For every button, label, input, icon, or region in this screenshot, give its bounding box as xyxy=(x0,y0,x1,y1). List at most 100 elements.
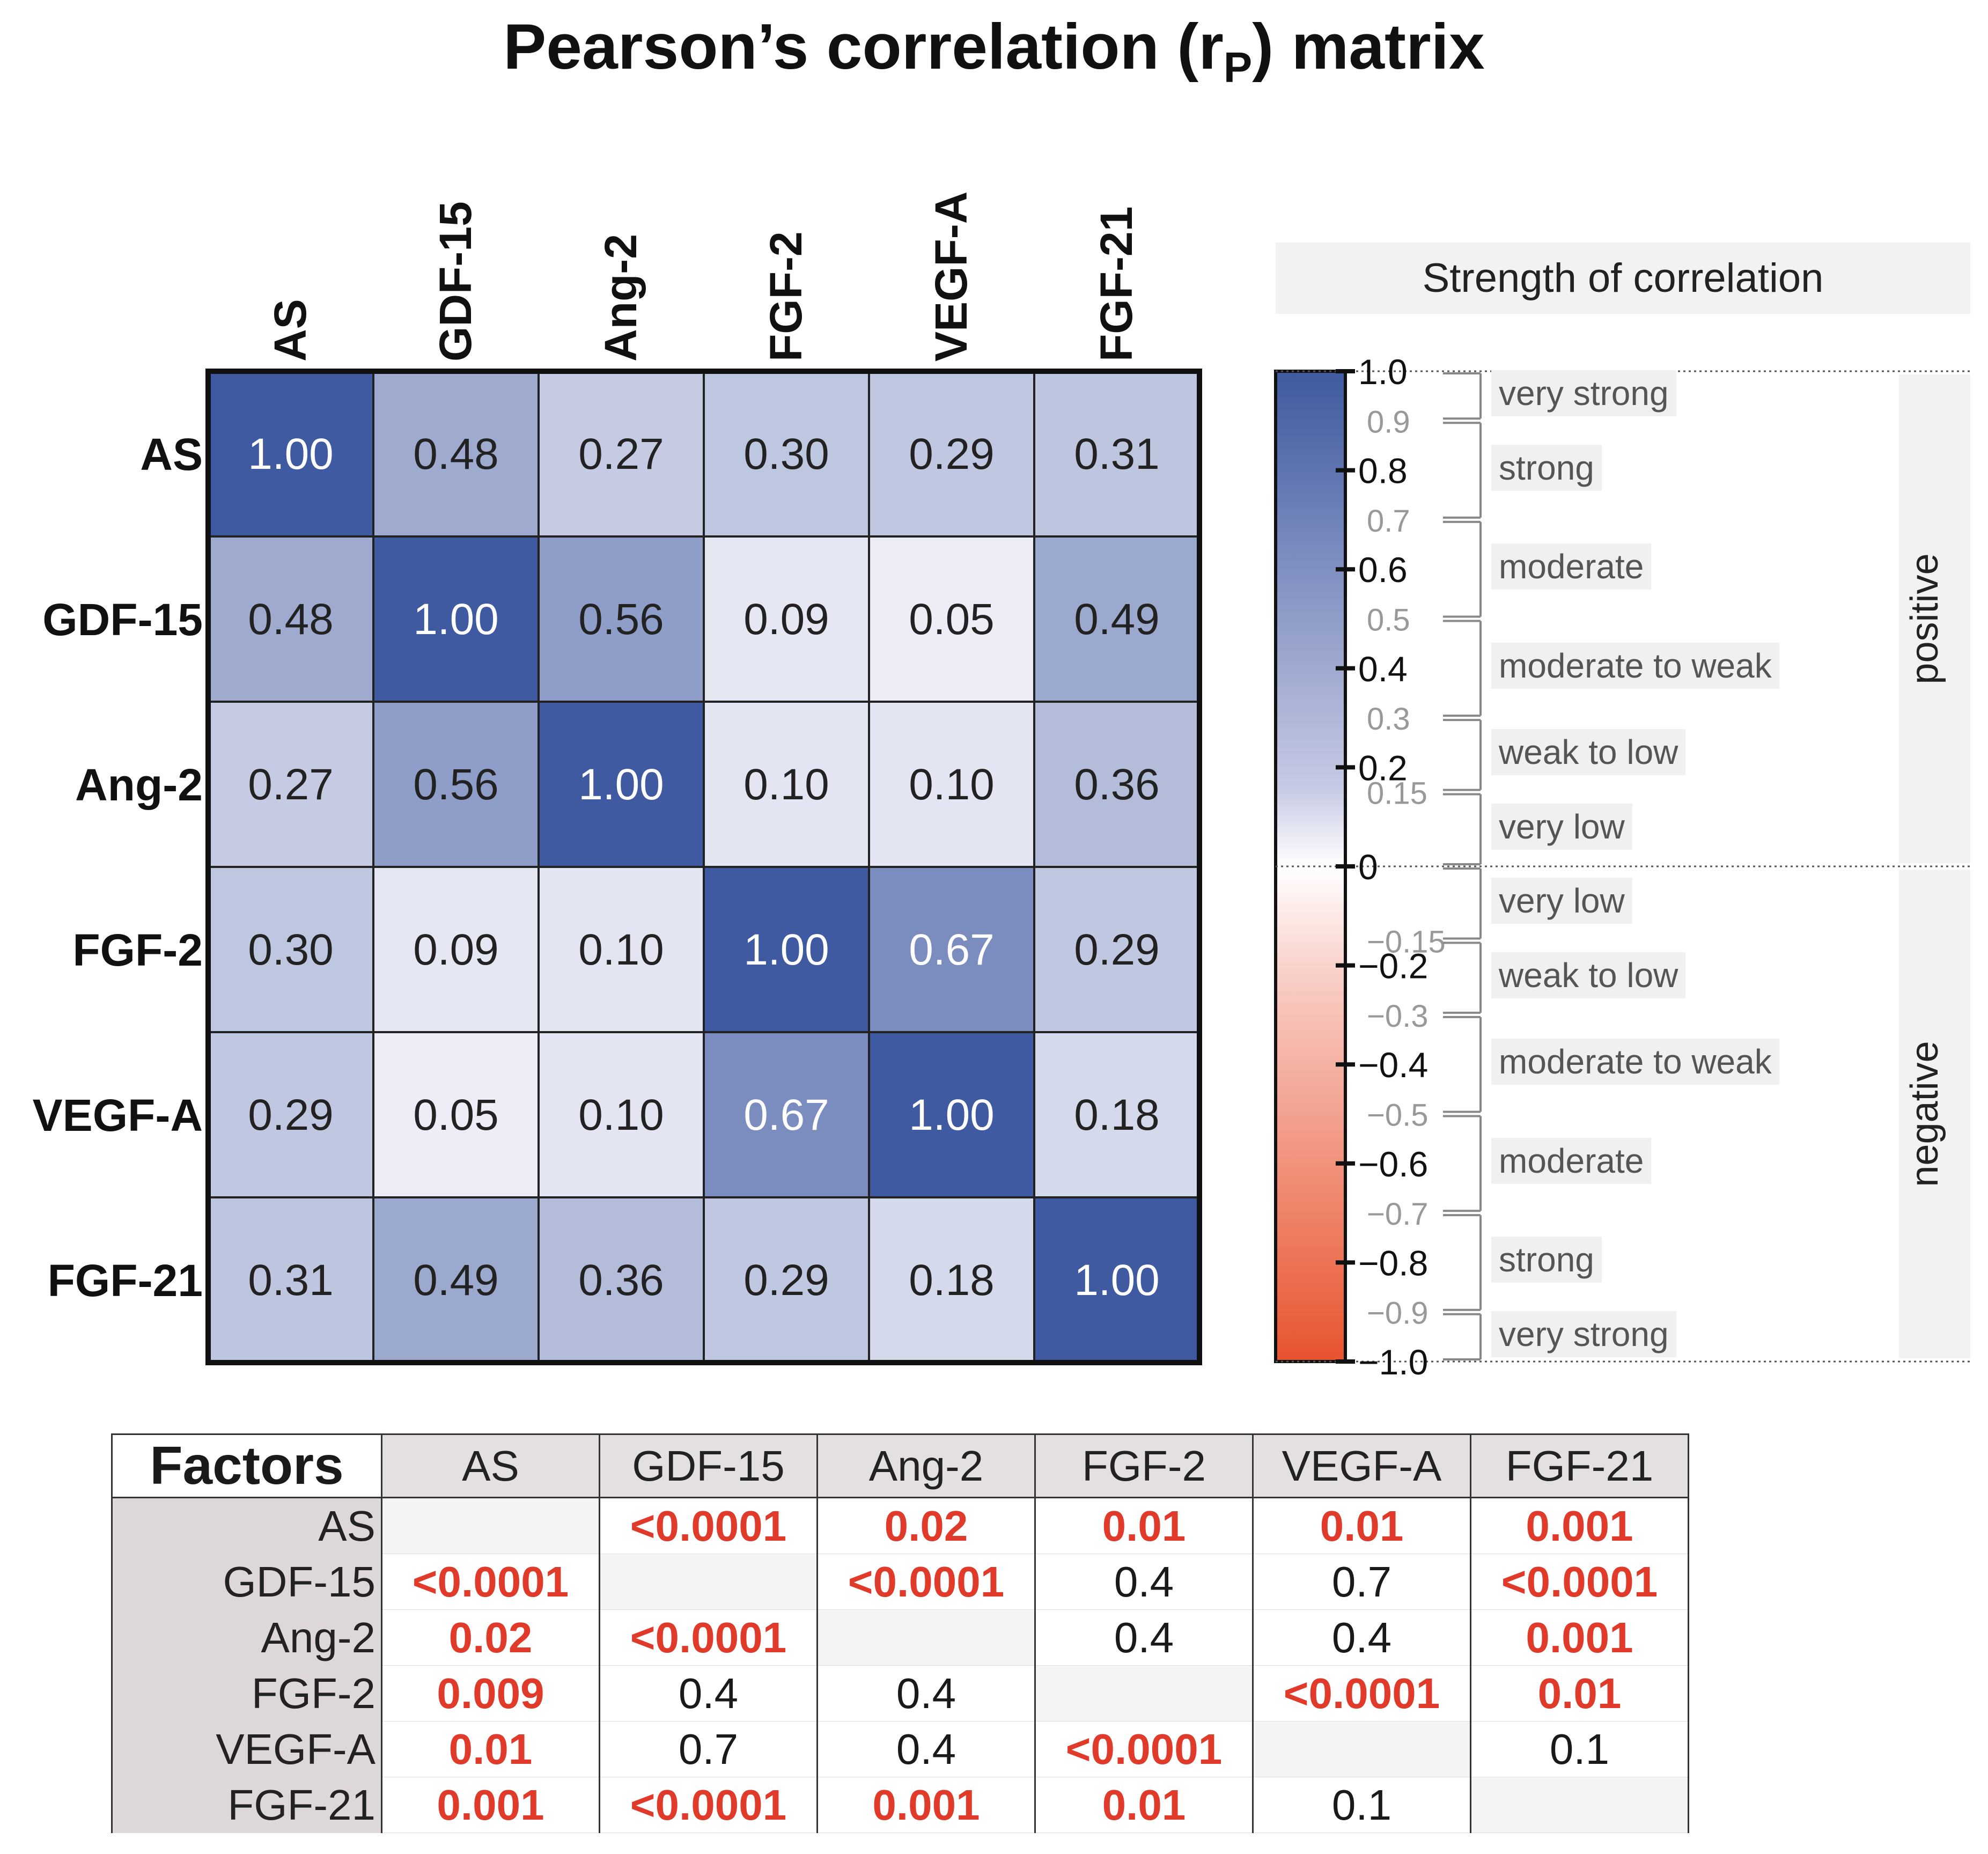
table-row: FGF-2 0.009 0.4 0.4 <0.0001 0.01 xyxy=(111,1665,1689,1721)
legend-major-label: 0 xyxy=(1358,847,1378,887)
heatmap-cell-value: 0.48 xyxy=(248,595,334,644)
table-row-header: FGF-2 xyxy=(111,1665,382,1721)
table-cell xyxy=(1034,1665,1254,1721)
heatmap-cell xyxy=(868,701,1035,868)
legend-major-label: 1.0 xyxy=(1358,352,1408,392)
heatmap-cell-value: 0.67 xyxy=(743,1091,829,1139)
table-cell: 0.01 xyxy=(1470,1665,1689,1721)
heatmap-cell-value: 0.27 xyxy=(578,430,664,479)
legend-minor-label: −0.7 xyxy=(1367,1197,1429,1232)
heatmap-cell xyxy=(868,1196,1035,1364)
table-column-header: GDF-15 xyxy=(599,1433,818,1498)
legend-category-negative: strong xyxy=(1491,1237,1602,1283)
legend-minor-label: 0.3 xyxy=(1367,702,1410,737)
legend-category-positive: very low xyxy=(1491,803,1632,850)
heatmap-cell xyxy=(538,1196,705,1364)
table-cell: 0.4 xyxy=(1034,1609,1254,1666)
legend-minor-label: 0.15 xyxy=(1367,776,1427,811)
heatmap-cell-value: 0.09 xyxy=(743,595,829,644)
legend-category-negative: very strong xyxy=(1491,1311,1676,1357)
legend-major-label: −1.0 xyxy=(1358,1342,1428,1382)
column-label: Ang-2 xyxy=(595,234,646,362)
legend-major-label: −0.6 xyxy=(1358,1144,1428,1184)
heatmap-cell-value: 1.00 xyxy=(413,595,499,644)
table-row-header: GDF-15 xyxy=(111,1554,382,1610)
heatmap-cell-value: 0.05 xyxy=(413,1091,499,1139)
heatmap-cell-value: 0.27 xyxy=(248,760,334,809)
table-cell: 0.1 xyxy=(1470,1721,1689,1777)
table-cell: 0.4 xyxy=(1252,1609,1471,1666)
heatmap-cell xyxy=(703,1031,870,1198)
legend-minor-label: −0.9 xyxy=(1367,1296,1429,1331)
heatmap-cell-value: 1.00 xyxy=(1074,1256,1160,1305)
table-cell: 0.4 xyxy=(599,1665,818,1721)
heatmap-cell xyxy=(538,1031,705,1198)
heatmap-cell xyxy=(703,701,870,868)
negative-label: negative xyxy=(1903,1041,1946,1187)
heatmap-cell-value: 0.29 xyxy=(248,1091,334,1139)
heatmap-cell-value: 0.30 xyxy=(743,430,829,479)
table-cell: 0.009 xyxy=(381,1665,600,1721)
legend-category-negative: very low xyxy=(1491,878,1632,924)
table-row-header: FGF-21 xyxy=(111,1777,382,1833)
table-cell: <0.0001 xyxy=(1034,1721,1254,1777)
column-label: FGF-2 xyxy=(761,231,811,362)
heatmap-cell-value: 0.30 xyxy=(248,925,334,974)
row-label: Ang-2 xyxy=(75,760,203,810)
heatmap-cell-value: 0.49 xyxy=(1074,595,1160,644)
legend-category-positive: moderate xyxy=(1491,543,1652,590)
table-cell: 0.02 xyxy=(816,1497,1036,1554)
heatmap-cell-value: 0.10 xyxy=(578,925,664,974)
chart-title: Pearson’s correlation (rP) matrix xyxy=(0,10,1988,92)
table-row: Ang-2 0.02 <0.0001 0.4 0.4 0.001 xyxy=(111,1609,1689,1666)
heatmap-cell xyxy=(1033,701,1201,868)
legend-title-box: Strength of correlation xyxy=(1276,242,1970,314)
heatmap-cell xyxy=(703,535,870,703)
title-end: ) matrix xyxy=(1252,11,1485,83)
heatmap-cell-value: 0.36 xyxy=(1074,760,1160,809)
table-cell: 0.7 xyxy=(1252,1554,1471,1610)
row-label: FGF-2 xyxy=(72,925,203,975)
table-row-header: Ang-2 xyxy=(111,1609,382,1666)
heatmap-cell xyxy=(538,866,705,1033)
correlation-heatmap: 1.00 0.48 0.27 0.30 0.29 0.310.48 1.00 0.56 0.09… xyxy=(33,192,1970,1382)
table-cell: <0.0001 xyxy=(599,1609,818,1666)
legend-minor-label: −0.3 xyxy=(1367,999,1429,1034)
heatmap-frame xyxy=(205,369,1202,1365)
table-row-header: AS xyxy=(111,1497,382,1554)
heatmap-cell xyxy=(538,535,705,703)
heatmap-cell xyxy=(1033,1031,1201,1198)
table-cell: 0.01 xyxy=(1034,1777,1254,1833)
heatmap-cell-value: 0.56 xyxy=(413,760,499,809)
table-cell xyxy=(816,1609,1036,1666)
legend-minor-label: 0.5 xyxy=(1367,603,1410,638)
table-cell: 0.001 xyxy=(1470,1497,1689,1554)
heatmap-cell xyxy=(207,866,374,1033)
table-row: VEGF-A 0.01 0.7 0.4 <0.0001 0.1 xyxy=(111,1721,1689,1777)
heatmap-cell-value: 0.09 xyxy=(413,925,499,974)
heatmap-cell-value: 0.18 xyxy=(1074,1091,1160,1139)
title-main: Pearson’s correlation (r xyxy=(503,11,1224,83)
table-cell: 0.4 xyxy=(816,1721,1036,1777)
legend-category-positive: strong xyxy=(1491,444,1602,491)
table-cell: 0.1 xyxy=(1252,1777,1471,1833)
table-cell: 0.01 xyxy=(1252,1497,1471,1554)
table-row: GDF-15 <0.0001 <0.0001 0.4 0.7 <0.0001 xyxy=(111,1554,1689,1610)
heatmap-cell-value: 0.31 xyxy=(248,1256,334,1305)
heatmap-cell-value: 1.00 xyxy=(578,760,664,809)
legend-category-negative: moderate xyxy=(1491,1137,1652,1184)
table-cell: 0.001 xyxy=(381,1777,600,1833)
negative-panel xyxy=(1899,870,1970,1358)
table-row: FGF-21 0.001 <0.0001 0.001 0.01 0.1 xyxy=(111,1777,1689,1833)
legend-minor-label: −0.15 xyxy=(1367,924,1446,959)
table-cell xyxy=(1470,1777,1689,1833)
heatmap-cell-value: 0.56 xyxy=(578,595,664,644)
heatmap-cell xyxy=(1033,1196,1201,1364)
heatmap-cell-value: 0.49 xyxy=(413,1256,499,1305)
table-cell xyxy=(381,1497,600,1554)
pvalue-table: Factors AS GDF-15 Ang-2 FGF-2 VEGF-A FGF-21 AS… xyxy=(111,1433,1689,1833)
heatmap-cell-value: 0.18 xyxy=(909,1256,995,1305)
table-cell: 0.01 xyxy=(1034,1497,1254,1554)
heatmap-cell xyxy=(538,701,705,868)
heatmap-cell-value: 1.00 xyxy=(248,430,334,479)
